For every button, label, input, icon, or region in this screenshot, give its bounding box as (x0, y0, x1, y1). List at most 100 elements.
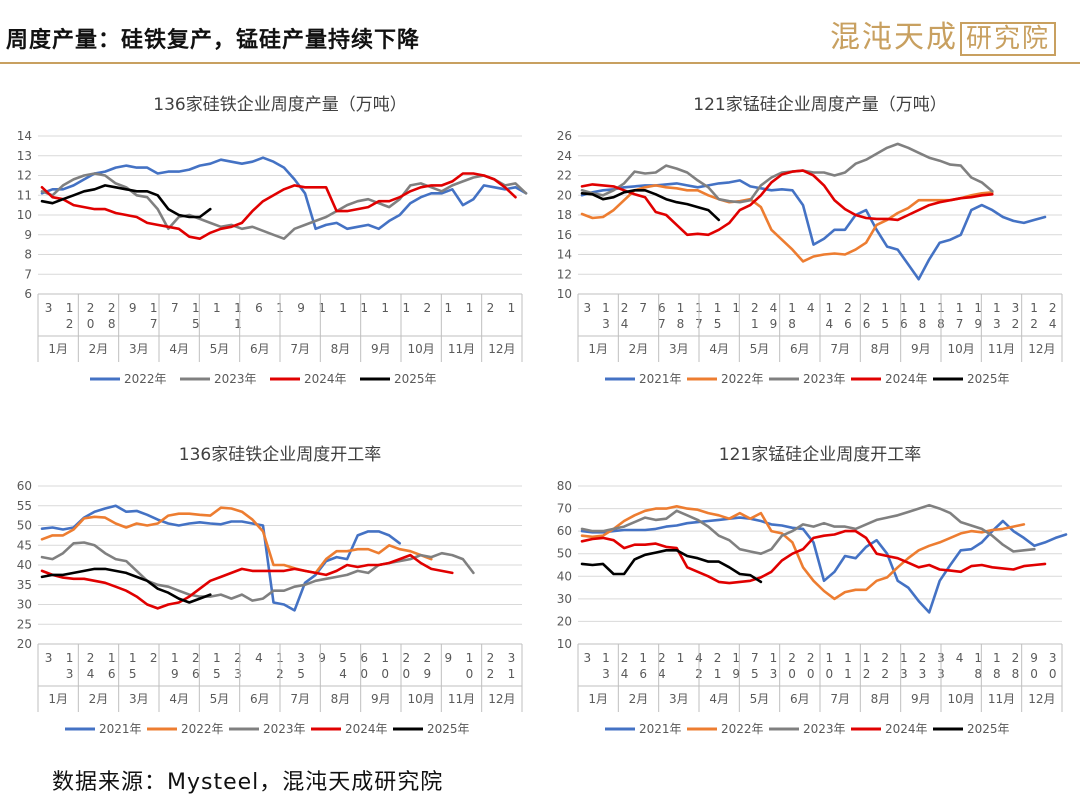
y-tick-label: 26 (557, 129, 572, 143)
x-tick-label: 4 (956, 651, 964, 665)
month-label: 11月 (448, 692, 475, 706)
x-tick-label: 1 (381, 301, 389, 315)
x-tick-label: 7 (751, 651, 759, 665)
month-label: 1月 (48, 342, 68, 356)
x-tick-label: 2 (402, 651, 410, 665)
month-label: 10月 (408, 692, 435, 706)
month-label: 11月 (448, 342, 475, 356)
month-label: 5月 (210, 692, 230, 706)
x-tick-label: 1 (318, 301, 326, 315)
month-label: 2月 (629, 692, 649, 706)
x-tick-label: 1 (66, 301, 74, 315)
page-title: 周度产量：硅铁复产，锰硅产量持续下降 (6, 28, 421, 53)
x-tick-label: 2 (863, 301, 871, 315)
header-divider (0, 62, 1080, 64)
month-label: 1月 (588, 692, 608, 706)
brand-main: 混沌天成 (829, 20, 958, 55)
y-tick-label: 8 (24, 248, 32, 262)
x-tick-label: 1 (825, 301, 833, 315)
x-tick-label: 7 (639, 301, 647, 315)
chart-title: 136家硅铁企业周度开工率 (179, 445, 381, 465)
month-label: 4月 (709, 342, 729, 356)
x-tick-label: 1 (863, 651, 871, 665)
month-label: 12月 (488, 342, 515, 356)
y-tick-label: 20 (557, 614, 572, 628)
x-tick-label: 1 (993, 301, 1001, 315)
y-tick-label: 14 (557, 248, 572, 262)
month-label: 11月 (988, 342, 1015, 356)
month-label: 4月 (709, 692, 729, 706)
x-tick-label: 8 (108, 317, 116, 331)
x-tick-label: 1 (66, 651, 74, 665)
x-tick-label: 2 (487, 667, 495, 681)
x-tick-label: 2 (423, 301, 431, 315)
x-tick-label: 1 (508, 667, 516, 681)
source-note: 数据来源：Mysteel，混沌天成研究院 (52, 770, 444, 795)
legend-label: 2023年 (214, 372, 257, 386)
x-tick-label: 2 (919, 651, 927, 665)
series-line-2022年 (40, 156, 528, 231)
x-tick-label: 8 (993, 667, 1001, 681)
x-tick-label: 1 (213, 651, 221, 665)
x-tick-label: 4 (770, 301, 778, 315)
month-label: 8月 (331, 342, 351, 356)
month-label: 8月 (871, 692, 891, 706)
x-tick-label: 6 (255, 301, 263, 315)
y-tick-label: 50 (17, 519, 32, 533)
y-tick-label: 25 (17, 617, 32, 631)
series-line-2023年 (40, 172, 528, 240)
y-tick-label: 20 (557, 188, 572, 202)
series-line-2023年 (40, 541, 475, 602)
x-tick-label: 1 (825, 651, 833, 665)
x-tick-label: 1 (844, 667, 852, 681)
x-tick-label: 1 (881, 301, 889, 315)
x-tick-label: 4 (807, 301, 815, 315)
x-tick-label: 2 (1049, 301, 1057, 315)
series-line-2025年 (40, 184, 212, 219)
x-tick-label: 1 (234, 317, 242, 331)
x-tick-label: 0 (360, 667, 368, 681)
x-tick-label: 7 (171, 301, 179, 315)
x-tick-label: 2 (1012, 317, 1020, 331)
month-label: 3月 (129, 692, 149, 706)
x-tick-label: 0 (402, 667, 410, 681)
legend-label: 2025年 (427, 722, 470, 736)
y-tick-label: 70 (557, 502, 572, 516)
series-line-2021年 (580, 516, 1068, 614)
y-tick-label: 40 (17, 558, 32, 572)
month-label: 3月 (669, 692, 689, 706)
y-tick-label: 30 (17, 598, 32, 612)
x-tick-label: 2 (714, 651, 722, 665)
x-tick-label: 2 (863, 667, 871, 681)
month-label: 12月 (1028, 342, 1055, 356)
x-tick-label: 5 (213, 667, 221, 681)
legend-label: 2021年 (639, 372, 682, 386)
x-tick-label: 4 (1049, 317, 1057, 331)
month-label: 2月 (629, 342, 649, 356)
x-tick-label: 1 (714, 667, 722, 681)
x-tick-label: 7 (150, 317, 158, 331)
x-tick-label: 1 (466, 651, 474, 665)
month-label: 4月 (169, 692, 189, 706)
x-tick-label: 2 (87, 651, 95, 665)
x-tick-label: 2 (1012, 651, 1020, 665)
series-line-2024年 (40, 172, 517, 240)
x-tick-label: 3 (45, 301, 53, 315)
legend-label: 2024年 (345, 722, 388, 736)
month-label: 7月 (290, 692, 310, 706)
series-line-2025年 (40, 567, 212, 604)
y-tick-label: 10 (557, 287, 572, 301)
legend-label: 2024年 (304, 372, 347, 386)
legend-label: 2024年 (885, 372, 928, 386)
x-tick-label: 8 (788, 317, 796, 331)
x-tick-label: 9 (171, 667, 179, 681)
legend-label: 2021年 (99, 722, 142, 736)
y-tick-label: 12 (17, 169, 32, 183)
y-tick-label: 80 (557, 479, 572, 493)
series-line-2022年 (580, 505, 1026, 601)
x-tick-label: 3 (602, 667, 610, 681)
x-tick-label: 1 (171, 651, 179, 665)
